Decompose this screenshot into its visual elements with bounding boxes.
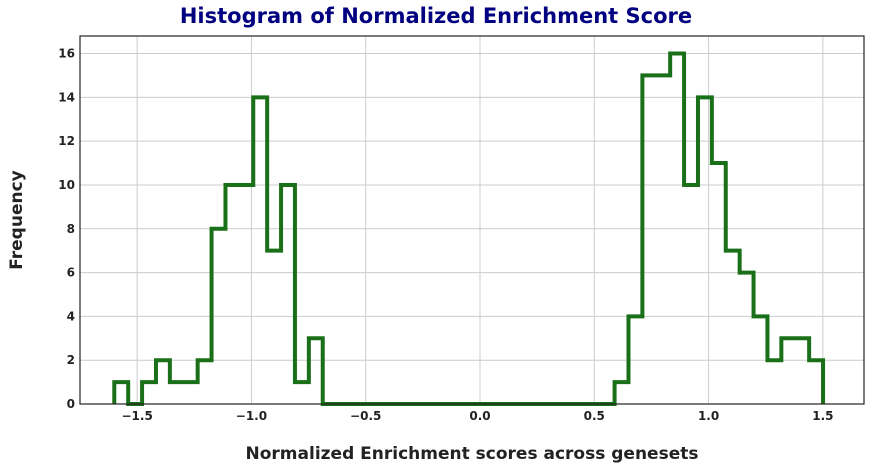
histogram-bin [628,316,642,404]
y-tick-label: 12 [58,134,75,148]
histogram-bin [184,382,198,404]
y-tick-label: 10 [58,178,75,192]
histogram-bin [295,382,309,404]
histogram-bin [684,185,698,404]
histogram-bin [809,360,823,404]
x-tick-label: −1.5 [121,409,152,423]
histogram-bin [156,360,170,404]
x-tick-label: −1.0 [236,409,267,423]
histogram-bin [726,251,740,404]
x-tick-label: 1.5 [812,409,833,423]
x-tick-label: −0.5 [350,409,381,423]
x-tick-label: 1.0 [698,409,719,423]
histogram-bin [767,360,781,404]
histogram-bin [198,360,212,404]
histogram-bin [642,75,656,404]
histogram-bin [142,382,156,404]
histogram-bin [114,382,128,404]
histogram-bin [740,273,754,404]
histogram-bin [656,75,670,404]
y-tick-label: 4 [67,309,75,323]
histogram-bin [670,54,684,404]
histogram-bin [267,251,281,404]
chart-title: Histogram of Normalized Enrichment Score [179,4,693,28]
histogram-bin [615,382,629,404]
y-tick-label: 0 [67,397,75,411]
x-axis-label: Normalized Enrichment scores across gene… [245,444,699,464]
x-tick-label: 0.0 [469,409,490,423]
histogram-bin [795,338,809,404]
histogram-bin [754,316,768,404]
histogram-bin [239,185,253,404]
histogram-bin [281,185,295,404]
histogram-bin [225,185,239,404]
histogram-bin [698,97,712,404]
tick-labels: −1.5 −1.0 −0.5 0.0 0.5 1.0 1.5 0 2 4 6 8 10 12 14 16 [58,47,833,423]
histogram-bin [253,97,267,404]
histogram-bin [309,338,323,404]
y-tick-label: 6 [67,266,75,280]
y-tick-label: 14 [58,90,75,104]
y-tick-label: 8 [67,222,75,236]
histogram-bin [212,229,226,404]
histogram-bin [170,382,184,404]
histogram-bin [712,163,726,404]
histogram-bin [781,338,795,404]
y-tick-label: 2 [67,353,75,367]
y-tick-label: 16 [58,47,75,61]
x-tick-label: 0.5 [584,409,605,423]
plot-frame [79,35,865,405]
